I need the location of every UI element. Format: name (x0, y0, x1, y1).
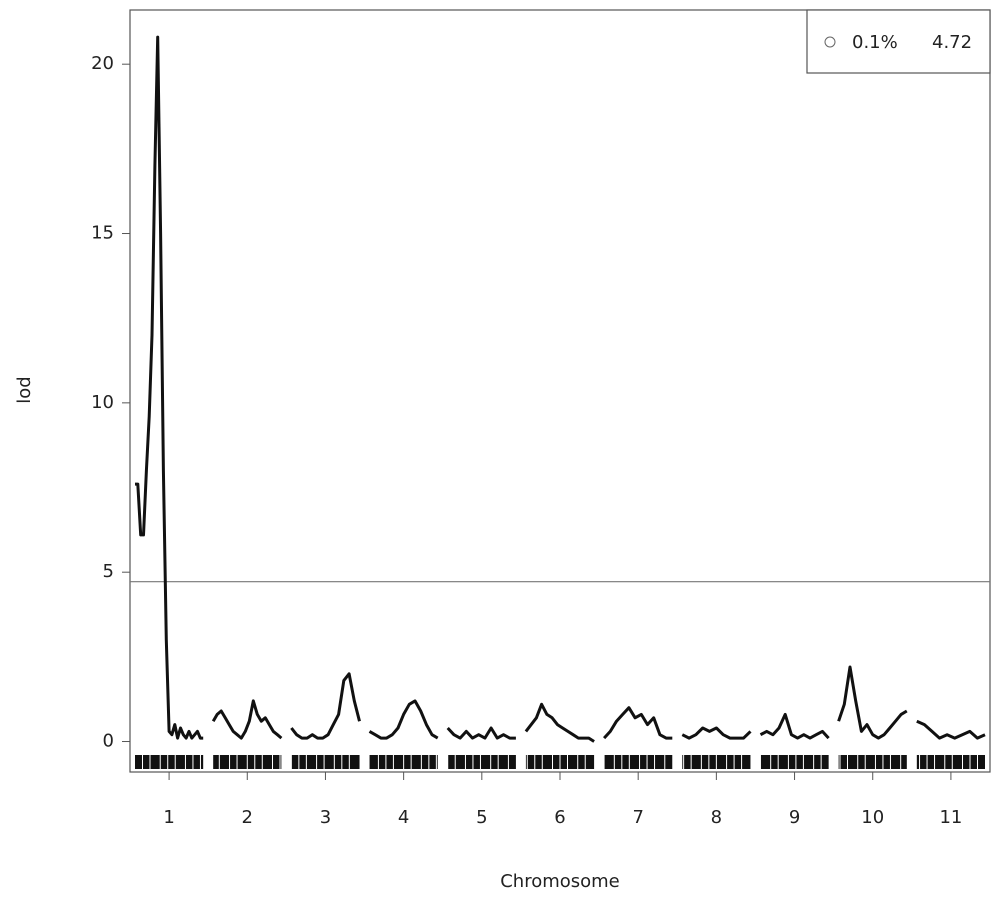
legend: 0.1% 4.72 (806, 9, 991, 74)
plot-frame (129, 9, 991, 773)
lod-curve (602, 706, 673, 740)
marker-rug (604, 755, 673, 769)
y-tick-label: 20 (91, 53, 114, 74)
x-tick-label: 2 (242, 807, 253, 828)
y-tick-label: 5 (103, 561, 114, 582)
y-tick-label: 0 (103, 731, 114, 752)
x-tick-label: 3 (320, 807, 331, 828)
lod-curve (524, 702, 595, 743)
legend-value: 4.72 (932, 32, 972, 53)
x-tick-label: 8 (711, 807, 722, 828)
marker-rug (916, 755, 985, 769)
lod-curve (681, 726, 752, 740)
marker-rug (291, 755, 360, 769)
y-tick-label: 10 (91, 392, 114, 413)
lod-curve (916, 719, 986, 740)
y-tick-label: 15 (91, 223, 114, 244)
legend-symbol (824, 36, 836, 48)
x-tick-label: 7 (632, 807, 643, 828)
lod-curve (446, 726, 516, 740)
lod-curve (290, 672, 361, 740)
x-tick-label: 11 (939, 807, 962, 828)
marker-rug (760, 755, 829, 769)
x-tick-label: 6 (554, 807, 565, 828)
legend-name: 0.1% (852, 32, 898, 53)
x-tick-label: 9 (789, 807, 800, 828)
marker-rug (135, 755, 204, 769)
lod-curve (837, 665, 908, 740)
marker-rug (838, 755, 907, 769)
lod-curve (368, 699, 439, 740)
lod-curve (211, 699, 283, 740)
y-axis-label: lod (14, 376, 35, 403)
x-tick-label: 4 (398, 807, 409, 828)
lod-curve (759, 712, 830, 740)
x-tick-label: 5 (476, 807, 487, 828)
legend-box (806, 9, 991, 74)
x-tick-label: 10 (861, 807, 884, 828)
x-axis-label: Chromosome (500, 871, 620, 892)
x-tick-label: 1 (163, 807, 174, 828)
lod-curve (135, 35, 204, 740)
marker-rug (447, 755, 516, 769)
